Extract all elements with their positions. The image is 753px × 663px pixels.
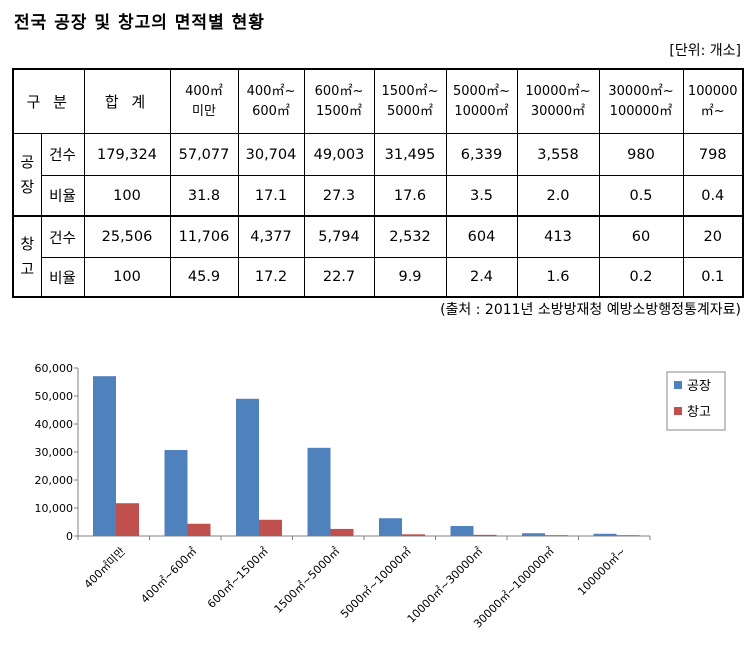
table-cell: 1.6 [516, 257, 600, 298]
table-cell: 45.9 [169, 257, 239, 298]
bar [236, 398, 259, 536]
y-tick-label: 10,000 [35, 502, 74, 515]
table-cell: 100 [83, 257, 171, 298]
bar [522, 533, 545, 536]
header-col: 1500㎡~ 5000㎡ [373, 68, 447, 134]
row-label: 건수 [40, 133, 85, 176]
bar [116, 503, 139, 536]
header-col: 100000 ㎡~ [682, 68, 744, 134]
x-tick-label: 10000㎡~30000㎡ [405, 545, 486, 626]
source-note: (출처 : 2011년 소방방재청 예방소방행정통계자료) [440, 302, 741, 318]
table-cell: 17.1 [237, 175, 305, 217]
header-col: 30000㎡~ 100000㎡ [598, 68, 684, 134]
header-col: 5000㎡~ 10000㎡ [445, 68, 518, 134]
bar [593, 533, 617, 536]
table-cell: 980 [598, 133, 684, 176]
legend-swatch [674, 381, 682, 389]
table-cell: 6,339 [445, 133, 518, 176]
table-cell: 5,794 [303, 215, 375, 258]
legend-swatch [674, 407, 682, 415]
row-label: 비율 [40, 175, 85, 217]
bar [187, 523, 211, 536]
header-col: 10000㎡~ 30000㎡ [516, 68, 600, 134]
page-title: 전국 공장 및 창고의 면적별 현황 [14, 13, 265, 33]
x-tick-label: 400㎡~600㎡ [138, 545, 199, 606]
data-table: 구 분 합 계 400㎡ 미만 400㎡~ 600㎡ 600㎡~ 1500㎡ 1500… [12, 68, 744, 298]
x-tick-label: 600㎡~1500㎡ [205, 545, 271, 611]
legend-label: 창고 [687, 405, 711, 420]
y-tick-label: 30,000 [35, 446, 74, 459]
header-col: 400㎡~ 600㎡ [237, 68, 305, 134]
table-cell: 798 [682, 133, 744, 176]
table-cell: 31,495 [373, 133, 447, 176]
table-cell: 2,532 [373, 215, 447, 258]
table-cell: 60 [598, 215, 684, 258]
x-tick-label: 5000㎡~10000㎡ [338, 545, 414, 621]
bar-chart: 0 10,000 20,000 30,000 40,000 50,000 60,000 400… [35, 362, 726, 631]
table-cell: 2.0 [516, 175, 600, 217]
table-cell: 604 [445, 215, 518, 258]
table-cell: 27.3 [303, 175, 375, 217]
table-cell: 11,706 [169, 215, 239, 258]
table-cell: 3.5 [445, 175, 518, 217]
x-tick-label: 400㎡미만 [82, 545, 128, 591]
header-col: 400㎡ 미만 [169, 68, 239, 134]
table-cell: 413 [516, 215, 600, 258]
bar [379, 518, 402, 536]
bar [545, 535, 568, 536]
bar [307, 447, 331, 536]
legend-label: 공장 [687, 379, 711, 394]
row-label: 건수 [40, 215, 85, 258]
table-cell: 0.4 [682, 175, 744, 217]
table-cell: 0.5 [598, 175, 684, 217]
table-cell: 22.7 [303, 257, 375, 298]
header-gubun: 구 분 [12, 68, 85, 134]
table-cell: 0.1 [682, 257, 744, 298]
table-cell: 9.9 [373, 257, 447, 298]
y-tick-label: 0 [66, 530, 73, 543]
table-cell: 179,324 [83, 133, 171, 176]
table-cell: 20 [682, 215, 744, 258]
table-cell: 0.2 [598, 257, 684, 298]
bar [402, 534, 425, 536]
x-tick-label: 30000㎡~100000㎡ [471, 545, 557, 631]
header-col: 600㎡~ 1500㎡ [303, 68, 375, 134]
table-cell: 57,077 [169, 133, 239, 176]
x-tick-label: 1500㎡~5000㎡ [272, 545, 343, 616]
bar [164, 450, 188, 536]
table-cell: 25,506 [83, 215, 171, 258]
x-tick-label: 100000㎡~ [575, 545, 628, 598]
bar [616, 535, 640, 536]
row-label: 비율 [40, 257, 85, 298]
table-cell: 30,704 [237, 133, 305, 176]
bar [93, 376, 116, 536]
bar [330, 528, 354, 536]
y-tick-label: 60,000 [35, 362, 74, 375]
y-tick-label: 40,000 [35, 418, 74, 431]
table-cell: 49,003 [303, 133, 375, 176]
table-cell: 100 [83, 175, 171, 217]
y-tick-label: 20,000 [35, 474, 74, 487]
table-cell: 3,558 [516, 133, 600, 176]
table-cell: 17.6 [373, 175, 447, 217]
y-tick-label: 50,000 [35, 390, 74, 403]
bar [259, 519, 282, 536]
table-cell: 31.8 [169, 175, 239, 217]
table-cell: 2.4 [445, 257, 518, 298]
bar [473, 534, 497, 536]
unit-note: [단위: 개소] [669, 43, 741, 59]
table-cell: 17.2 [237, 257, 305, 298]
table-cell: 4,377 [237, 215, 305, 258]
header-total: 합 계 [83, 68, 171, 134]
bar [450, 526, 474, 536]
